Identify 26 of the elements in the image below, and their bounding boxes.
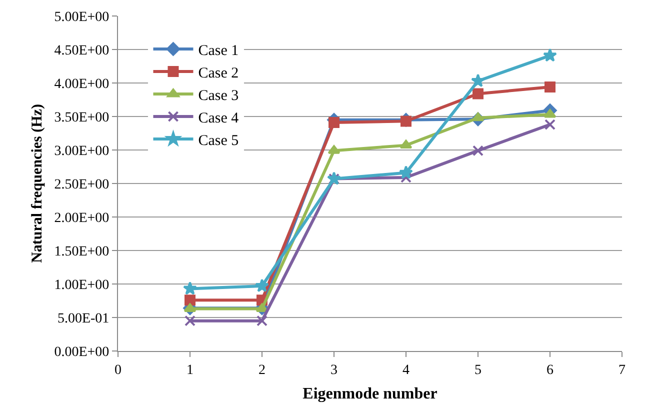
x-tick-label: 3 — [330, 362, 338, 378]
legend-label: Case 3 — [198, 88, 239, 104]
y-tick-label: 5.00E+00 — [54, 10, 110, 25]
y-tick-label: 1.50E+00 — [54, 244, 110, 260]
y-axis-title: Natural frequencies (Hz) — [29, 104, 46, 263]
legend-label: Case 4 — [198, 110, 240, 126]
y-tick-label: 5.00E-01 — [57, 311, 110, 326]
legend-label: Case 5 — [198, 132, 239, 149]
x-tick-label: 1 — [186, 362, 194, 378]
y-tick-label: 2.00E+00 — [54, 210, 110, 226]
legend-label: Case 2 — [198, 65, 239, 82]
x-tick-label: 5 — [474, 362, 482, 378]
legend-label: Case 1 — [198, 42, 239, 59]
y-tick-label: 1.00E+00 — [54, 278, 110, 293]
x-tick-label: 0 — [114, 362, 122, 378]
y-tick-label: 0.00E+00 — [54, 344, 110, 360]
x-tick-label: 4 — [402, 362, 410, 378]
y-tick-label: 2.50E+00 — [54, 177, 110, 192]
x-axis-title: Eigenmode number — [302, 386, 438, 402]
y-tick-label: 3.00E+00 — [54, 144, 110, 159]
y-tick-label: 3.50E+00 — [54, 110, 110, 126]
x-tick-label: 6 — [546, 362, 554, 378]
x-tick-label: 2 — [258, 362, 266, 378]
y-tick-label: 4.00E+00 — [54, 76, 110, 92]
y-tick-label: 4.50E+00 — [54, 43, 110, 58]
x-tick-label: 7 — [618, 362, 626, 378]
